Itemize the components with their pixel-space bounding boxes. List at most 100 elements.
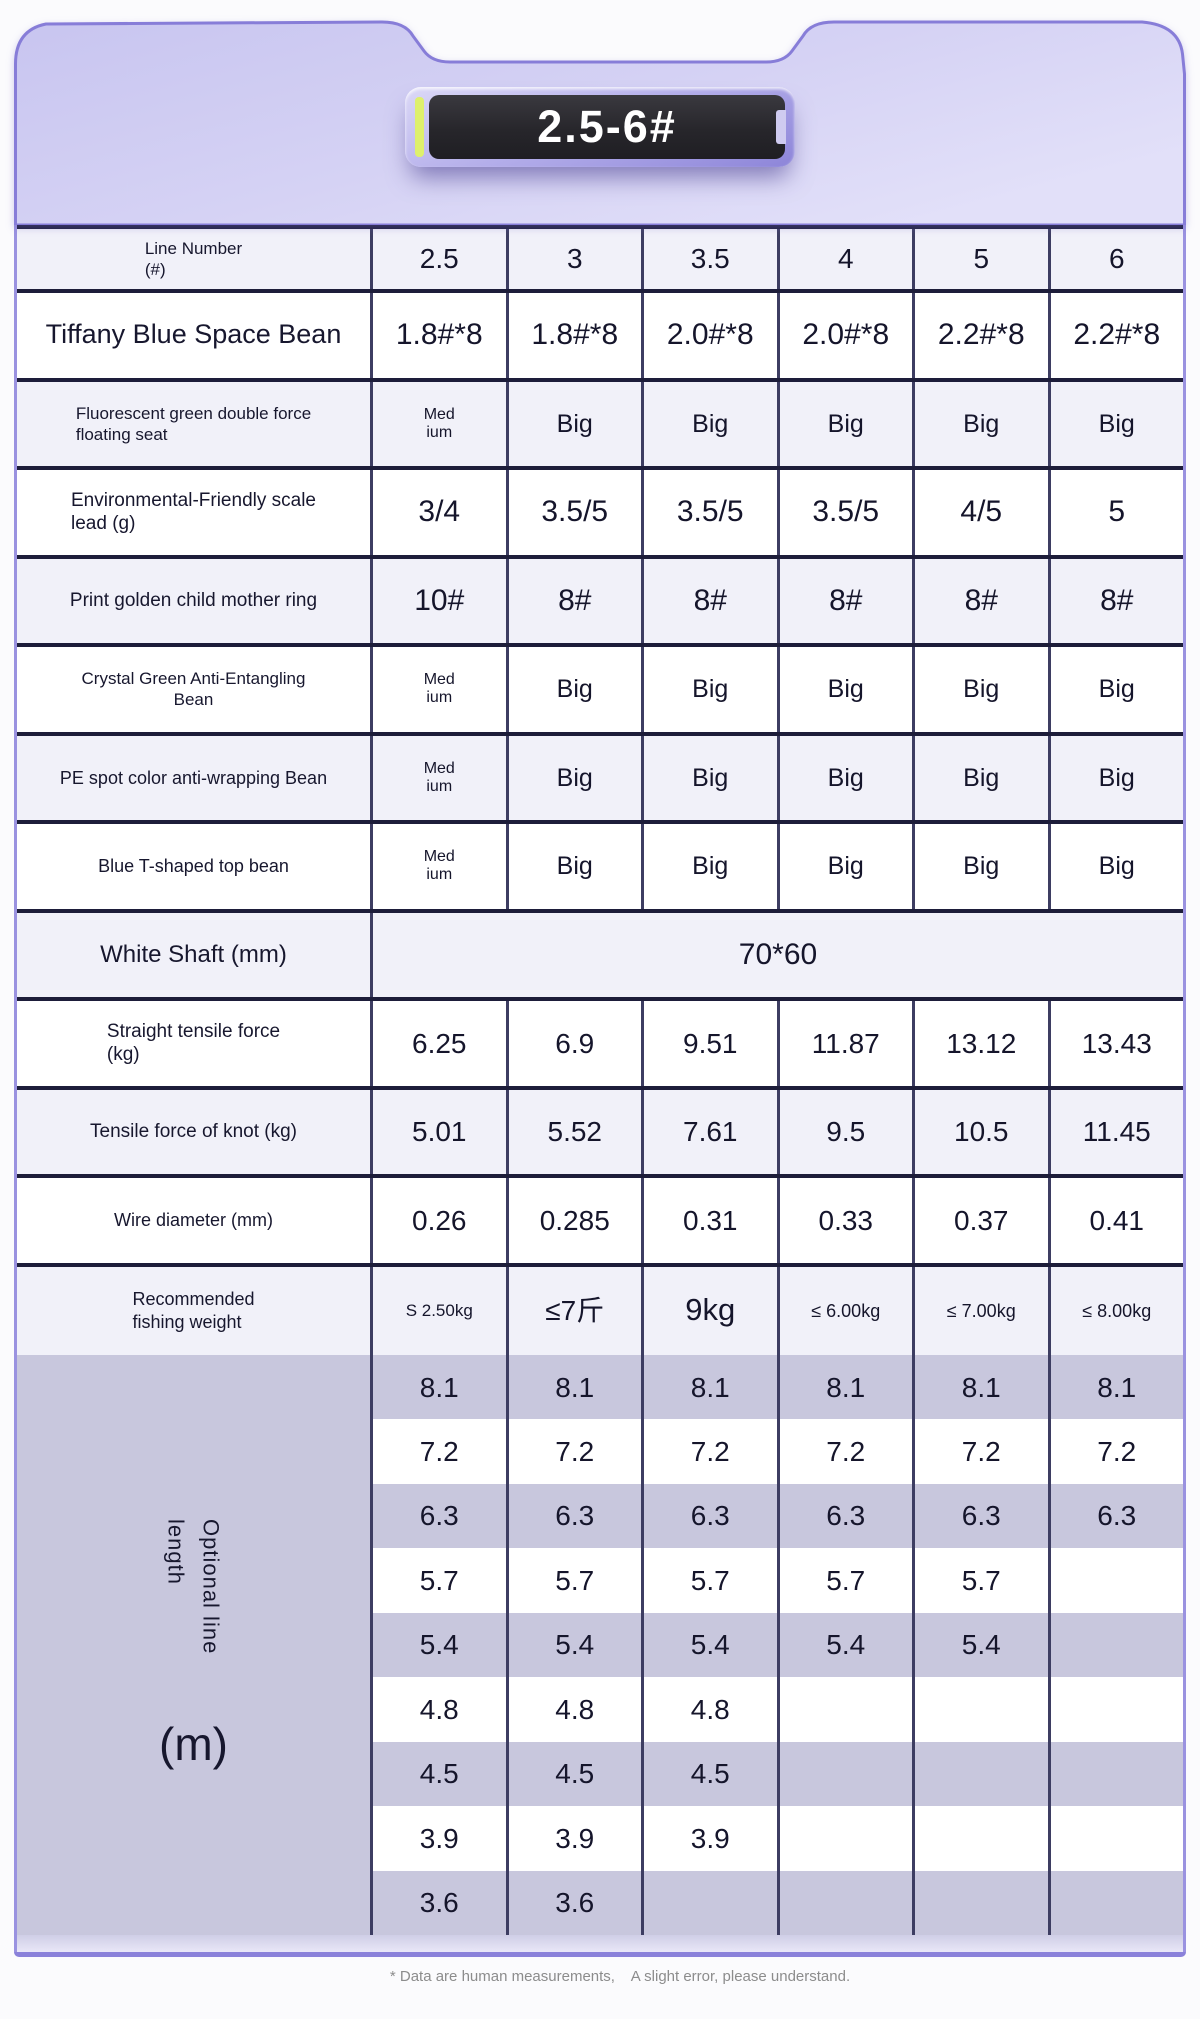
optional-length-cell: 5.7: [505, 1548, 642, 1613]
column-header-cell: 3: [505, 229, 642, 289]
value-cell: Big: [505, 381, 642, 466]
value-cell: Big: [776, 647, 913, 732]
card-bottom-strip: [17, 1935, 1183, 1952]
optional-length-cell: 3.9: [641, 1806, 777, 1871]
row-label-text: Blue T-shaped top bean: [98, 856, 289, 876]
value-cell: 0.26: [370, 1178, 506, 1263]
row-label-text: Tiffany Blue Space Bean: [45, 319, 342, 350]
value-cell: 2.2#*8: [1047, 293, 1184, 378]
value-cell: 1.8#*8: [505, 293, 642, 378]
optional-length-cell: 4.8: [370, 1677, 506, 1742]
optional-length-cell: 3.9: [505, 1806, 642, 1871]
row-label: Recommended fishing weight: [17, 1267, 370, 1356]
optional-length-cell: [1047, 1806, 1184, 1871]
row-label: Tiffany Blue Space Bean: [17, 293, 370, 378]
value-cell: 11.45: [1047, 1089, 1184, 1174]
value-cell: 0.285: [505, 1178, 642, 1263]
row-label: Wire diameter (mm): [17, 1178, 370, 1263]
header-row-label-text: Line Number (#): [144, 238, 243, 279]
value-cell: ≤ 7.00kg: [912, 1266, 1048, 1355]
value-cell: Big: [1047, 735, 1184, 820]
spec-row: Blue T-shaped top bean Med ium Big Big Big Bi…: [17, 824, 1183, 913]
value-cell: 8#: [912, 558, 1048, 643]
value-cell: 11.87: [776, 1001, 913, 1086]
value-cell: 8#: [776, 558, 913, 643]
row-label: PE spot color anti-wrapping Bean: [17, 736, 370, 821]
optional-length-row: 7.2 7.2 7.2 7.2 7.2 7.2: [370, 1419, 1184, 1484]
optional-length-cell: 5.4: [370, 1612, 506, 1678]
value-cell: 6.9: [505, 1001, 642, 1086]
row-label: White Shaft (mm): [17, 913, 370, 998]
value-cell: 10#: [370, 558, 506, 643]
value-cell: Big: [776, 735, 913, 820]
optional-length-cell: 5.7: [641, 1548, 777, 1613]
value-cell: ≤7斤: [505, 1266, 642, 1355]
value-cell: 6.25: [370, 1001, 506, 1086]
spec-row: Fluorescent green double force floating …: [17, 381, 1183, 470]
row-label: Fluorescent green double force floating …: [17, 382, 370, 467]
value-cell: 1.8#*8: [370, 293, 506, 378]
value-cell: Med ium: [370, 381, 506, 466]
optional-length-cell: 4.8: [641, 1677, 777, 1742]
value-cell: Big: [641, 381, 777, 466]
value-cell: 3.5/5: [505, 470, 642, 555]
size-badge: 2.5-6#: [405, 87, 795, 167]
row-label: Print golden child mother ring: [17, 559, 370, 644]
badge-yellow-stripe-icon: [415, 97, 424, 157]
value-cell: 3.5/5: [641, 470, 777, 555]
optional-length-cell: 8.1: [641, 1355, 777, 1420]
optional-length-cell: [1047, 1677, 1184, 1742]
value-cell: 0.37: [912, 1178, 1048, 1263]
optional-length-cell: 8.1: [776, 1355, 913, 1420]
value-cell: 9.51: [641, 1001, 777, 1086]
value-cell: 2.0#*8: [641, 293, 777, 378]
optional-length-cell: 7.2: [370, 1419, 506, 1484]
optional-length-cell: [912, 1806, 1048, 1871]
spec-rows-container: Line Number (#) 2.5 3 3.5 4 5 6 Tiffany Blue Sp…: [17, 225, 1183, 1355]
value-cell: Big: [505, 647, 642, 732]
optional-length-cell: 4.8: [505, 1677, 642, 1742]
table-header-row: Line Number (#) 2.5 3 3.5 4 5 6: [17, 225, 1183, 293]
value-cell: 13.43: [1047, 1001, 1184, 1086]
value-cell: Big: [1047, 824, 1184, 909]
optional-length-cell: 6.3: [370, 1483, 506, 1549]
optional-length-cell: 4.5: [505, 1741, 642, 1807]
value-cell: ≤ 6.00kg: [776, 1266, 913, 1355]
optional-length-cell: 6.3: [1047, 1483, 1184, 1549]
optional-line-length-label-cell: Optional line length (m): [17, 1355, 370, 1935]
value-cell: 2.2#*8: [912, 293, 1048, 378]
optional-length-cell: [776, 1870, 913, 1935]
optional-length-cell: [1047, 1548, 1184, 1613]
optional-length-cell: [776, 1677, 913, 1742]
value-cell: 7.61: [641, 1089, 777, 1174]
optional-length-cell: 8.1: [370, 1355, 506, 1420]
value-cell: Big: [641, 647, 777, 732]
spec-row: Wire diameter (mm) 0.26 0.285 0.31 0.33 0.37 0…: [17, 1178, 1183, 1267]
value-cell: Big: [641, 824, 777, 909]
badge-label: 2.5-6#: [537, 101, 677, 152]
optional-length-row: 4.8 4.8 4.8: [370, 1677, 1184, 1742]
value-cell: Big: [505, 735, 642, 820]
optional-length-cell: 6.3: [505, 1483, 642, 1549]
value-cell: 8#: [641, 558, 777, 643]
optional-length-cell: 7.2: [1047, 1419, 1184, 1484]
optional-length-cell: 8.1: [505, 1355, 642, 1420]
row-label: Environmental-Friendly scale lead (g): [17, 470, 370, 555]
optional-length-cell: [776, 1806, 913, 1871]
spec-card: 2.5-6# Line Number (#) 2.5 3 3.5 4 5 6 Tiffany …: [14, 20, 1186, 1957]
spec-row: Environmental-Friendly scale lead (g) 3/4…: [17, 470, 1183, 559]
row-label-text: Straight tensile force (kg): [106, 1020, 281, 1066]
spec-row: Crystal Green Anti-Entangling Bean Med iu…: [17, 647, 1183, 736]
value-cell: ≤ 8.00kg: [1047, 1266, 1184, 1355]
optional-length-row: 8.1 8.1 8.1 8.1 8.1 8.1: [370, 1355, 1183, 1420]
badge-inner-plate: 2.5-6#: [429, 95, 786, 159]
value-cell: 0.41: [1047, 1178, 1184, 1263]
footer-disclaimer: * Data are human measurements, A slight …: [389, 1968, 851, 1985]
optional-length-cell: [1047, 1741, 1184, 1807]
row-label-text: Environmental-Friendly scale lead (g): [71, 489, 316, 535]
value-cell: 0.33: [776, 1178, 913, 1263]
value-cell: 0.31: [641, 1178, 777, 1263]
value-cell: Big: [912, 735, 1048, 820]
optional-length-cell: 3.6: [505, 1870, 642, 1935]
